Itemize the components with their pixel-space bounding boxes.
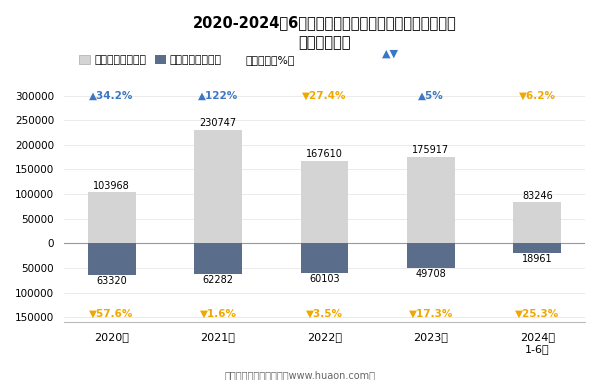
Text: ▼17.3%: ▼17.3%	[409, 308, 453, 318]
Text: ▼3.5%: ▼3.5%	[306, 308, 343, 318]
Text: ▲122%: ▲122%	[198, 90, 238, 101]
Bar	[88, 192, 136, 244]
Bar	[514, 244, 562, 253]
Title: 2020-2024年6月滁州经济技术开发区商品收发货人所在
地进、出口额: 2020-2024年6月滁州经济技术开发区商品收发货人所在 地进、出口额	[193, 15, 457, 50]
Text: ▲▼: ▲▼	[382, 49, 399, 59]
Text: 63320: 63320	[96, 276, 127, 286]
Legend: 出口额（万美元）, 进口额（万美元）, 同比增长（%）: 出口额（万美元）, 进口额（万美元）, 同比增长（%）	[74, 51, 299, 70]
Text: ▼57.6%: ▼57.6%	[89, 308, 134, 318]
Bar	[407, 244, 455, 268]
Text: 62282: 62282	[203, 275, 233, 285]
Text: 83246: 83246	[522, 191, 553, 201]
Text: 175917: 175917	[412, 145, 449, 155]
Text: 60103: 60103	[309, 274, 340, 284]
Bar	[301, 244, 349, 273]
Text: 103968: 103968	[93, 181, 130, 191]
Bar	[301, 161, 349, 244]
Bar	[88, 244, 136, 275]
Bar	[514, 203, 562, 244]
Text: 49708: 49708	[416, 269, 446, 279]
Text: ▼1.6%: ▼1.6%	[200, 308, 236, 318]
Text: ▼27.4%: ▼27.4%	[302, 90, 347, 101]
Text: 230747: 230747	[199, 118, 236, 128]
Bar	[194, 244, 242, 274]
Text: 18961: 18961	[522, 254, 553, 264]
Bar	[194, 130, 242, 244]
Text: ▲34.2%: ▲34.2%	[89, 90, 134, 101]
Text: ▼25.3%: ▼25.3%	[515, 308, 559, 318]
Text: ▲5%: ▲5%	[418, 90, 444, 101]
Bar	[407, 157, 455, 244]
Text: ▼6.2%: ▼6.2%	[519, 90, 556, 101]
Text: 制图：华经产业研究院（www.huaon.com）: 制图：华经产业研究院（www.huaon.com）	[224, 370, 376, 380]
Text: 167610: 167610	[306, 149, 343, 159]
